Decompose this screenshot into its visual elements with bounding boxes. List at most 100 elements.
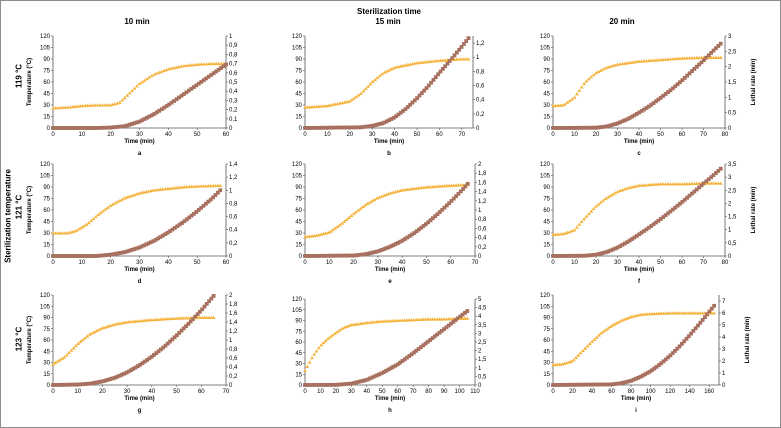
lethal-rate-point xyxy=(563,126,567,130)
lethal-rate-point xyxy=(417,93,422,98)
lethal-rate-point xyxy=(377,248,382,253)
y-tick-label: 30 xyxy=(543,361,550,367)
y2-tick-label: 1,5 xyxy=(728,215,737,221)
lethal-rate-point xyxy=(424,86,429,91)
temperature-point xyxy=(113,201,118,205)
temperature-point xyxy=(675,182,680,186)
y-tick-label: 105 xyxy=(292,308,303,314)
lethal-rate-point xyxy=(115,251,120,256)
lethal-rate-point xyxy=(319,125,324,130)
lethal-rate-point xyxy=(75,126,80,130)
y2-tick-label: 2 xyxy=(728,201,732,207)
panel-a: 015304560759010512000,10,20,30,40,50,60,… xyxy=(27,34,238,157)
x-tick-label: 10 xyxy=(571,260,578,266)
temperature-point xyxy=(569,359,574,363)
y2-tick-label: 0,6 xyxy=(478,226,487,232)
temperature-point xyxy=(582,81,587,86)
y2-tick-label: 0,6 xyxy=(476,84,485,90)
y2-tick-label: 0 xyxy=(229,383,233,389)
lethal-rate-point xyxy=(678,80,682,85)
temperature-point xyxy=(62,355,67,359)
lethal-rate-point xyxy=(458,189,463,194)
lethal-rate-point xyxy=(692,66,697,71)
lethal-rate-point xyxy=(606,124,611,128)
y-tick-label: 45 xyxy=(543,349,550,355)
lethal-rate-point xyxy=(105,125,110,130)
lethal-rate-point xyxy=(629,378,634,383)
temperature-point xyxy=(610,323,615,327)
lethal-rate-point xyxy=(624,379,629,384)
temperature-point xyxy=(587,341,592,346)
x-tick-label: 0 xyxy=(303,260,307,266)
lethal-rate-point xyxy=(199,205,204,210)
temperature-point xyxy=(196,62,201,66)
y2-tick-label: 2,5 xyxy=(728,188,737,194)
temperature-point xyxy=(162,68,167,72)
temperature-point xyxy=(377,73,382,78)
x-tick-label: 50 xyxy=(423,260,430,266)
lethal-rate-point xyxy=(587,382,592,387)
lethal-rate-point xyxy=(613,122,618,126)
y2-tick-label: 0 xyxy=(229,254,233,260)
temperature-point xyxy=(103,103,107,107)
lethal-rate-point xyxy=(328,253,333,258)
lethal-rate-point xyxy=(642,107,646,112)
lethal-rate-point xyxy=(108,252,113,257)
lethal-rate-point xyxy=(398,110,403,115)
temperature-point xyxy=(94,329,99,333)
temperature-point xyxy=(74,343,78,348)
lethal-rate-point xyxy=(555,126,560,130)
temperature-point xyxy=(718,181,723,185)
x-tick-label: 20 xyxy=(593,260,600,266)
y2-tick-label: 1 xyxy=(229,338,233,344)
lethal-rate-point xyxy=(129,248,134,252)
temperature-point xyxy=(673,182,678,186)
lethal-rate-point xyxy=(67,382,71,387)
lethal-rate-point xyxy=(456,316,460,321)
lethal-rate-point xyxy=(89,254,94,258)
lethal-rate-point xyxy=(558,254,563,258)
lethal-rate-point xyxy=(170,337,175,342)
temperature-point xyxy=(72,229,77,233)
lethal-rate-point xyxy=(103,253,108,258)
temperature-point xyxy=(305,364,310,368)
lethal-rate-point xyxy=(149,113,154,118)
temperature-point xyxy=(620,188,625,192)
temperature-point xyxy=(335,224,340,228)
lethal-rate-point xyxy=(583,382,588,387)
lethal-rate-point xyxy=(98,125,102,130)
lethal-rate-point xyxy=(560,383,565,387)
lethal-rate-point xyxy=(90,381,94,386)
lethal-rate-point xyxy=(381,370,386,374)
lethal-rate-point xyxy=(351,381,356,385)
y-tick-label: 0 xyxy=(299,254,303,260)
lethal-rate-point xyxy=(303,383,307,387)
y-tick-label: 90 xyxy=(295,185,302,191)
lethal-rate-point xyxy=(70,126,75,130)
lethal-rate-point xyxy=(53,383,58,387)
lethal-rate-point xyxy=(704,179,709,184)
lethal-rate-point xyxy=(149,354,154,359)
lethal-rate-point xyxy=(153,237,158,242)
x-tick-label: 70 xyxy=(700,132,707,138)
lethal-rate-point xyxy=(584,253,589,258)
lethal-rate-point xyxy=(687,71,692,76)
lethal-rate-point xyxy=(684,336,689,341)
temperature-point xyxy=(579,85,584,89)
lethal-rate-point xyxy=(663,92,668,96)
temperature-point xyxy=(384,192,389,197)
y-tick-label: 120 xyxy=(292,34,303,40)
lethal-rate-point xyxy=(400,359,405,363)
lethal-rate-point xyxy=(419,91,424,96)
lethal-rate-point xyxy=(131,366,136,371)
temperature-point xyxy=(354,94,359,99)
temperature-point xyxy=(352,96,356,100)
y-tick-label: 60 xyxy=(295,208,302,214)
temperature-point xyxy=(310,355,314,360)
temperature-point xyxy=(154,71,159,75)
lethal-rate-point xyxy=(55,254,60,258)
temperature-point xyxy=(58,231,63,235)
lethal-rate-point xyxy=(630,237,634,241)
